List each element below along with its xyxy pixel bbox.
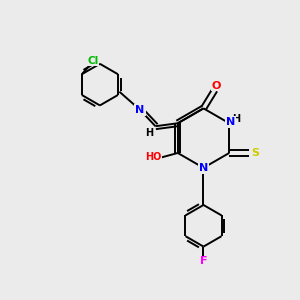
Text: O: O [212,80,221,91]
Text: S: S [251,148,259,158]
Text: N: N [226,117,236,127]
Text: N: N [135,105,145,115]
Text: H: H [232,114,240,124]
Text: F: F [200,256,207,266]
Text: HO: HO [145,152,161,162]
Text: H: H [145,128,153,138]
Text: N: N [199,163,208,173]
Text: Cl: Cl [87,56,98,65]
